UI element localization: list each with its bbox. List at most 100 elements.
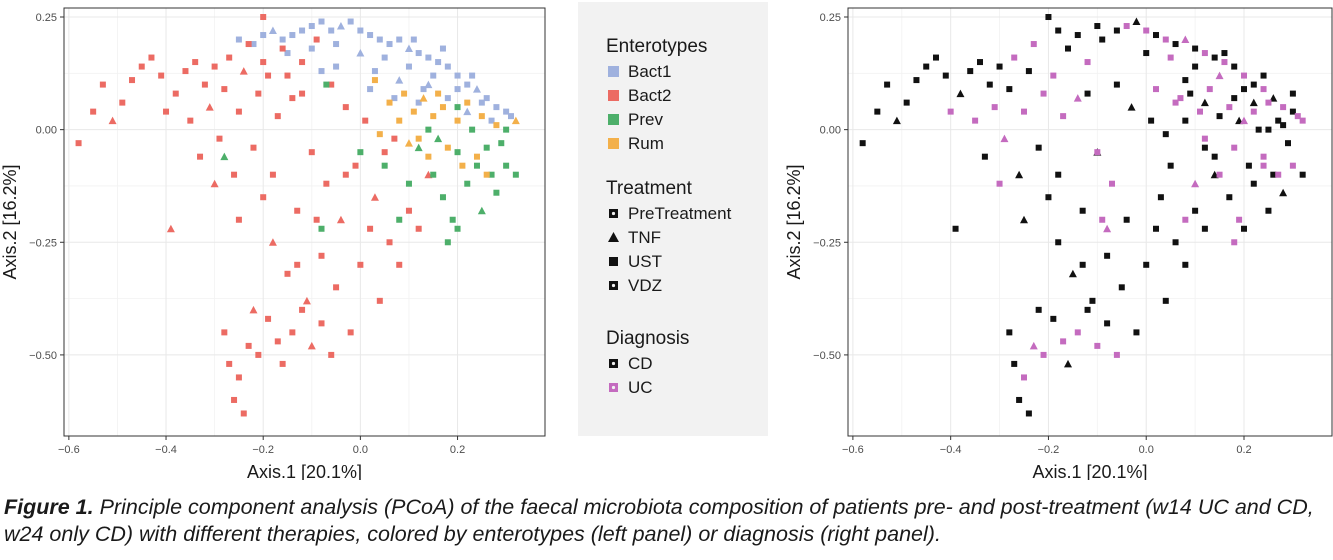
- y-tick-label: 0.00: [36, 125, 57, 137]
- data-point: [307, 341, 316, 350]
- data-point: [166, 224, 175, 233]
- data-point: [1143, 261, 1150, 268]
- scatter-panel-diagnosis: −0.6 −0.4 −0.2 0.0 0.2 0.25 0.00 −0.25 −0.50 Axis…: [780, 0, 1333, 482]
- data-point: [444, 95, 451, 102]
- data-point: [1260, 86, 1267, 93]
- data-point: [255, 351, 262, 358]
- data-point: [1201, 50, 1208, 57]
- data-point: [318, 225, 325, 232]
- data-point: [163, 108, 170, 115]
- data-point: [430, 113, 437, 120]
- data-point: [1226, 104, 1233, 111]
- data-point: [1060, 113, 1067, 120]
- data-point: [342, 171, 349, 178]
- data-point: [391, 95, 398, 102]
- data-point: [1006, 86, 1013, 93]
- legend-key-bact1: [608, 66, 619, 77]
- data-point: [396, 117, 403, 124]
- data-point: [231, 396, 238, 403]
- data-point: [328, 351, 335, 358]
- data-point: [1094, 342, 1101, 349]
- data-point: [1250, 81, 1257, 88]
- data-point: [1045, 14, 1052, 21]
- data-point: [454, 149, 461, 156]
- data-point: [488, 171, 495, 178]
- data-point: [1265, 126, 1272, 133]
- data-point: [333, 41, 340, 48]
- data-point: [1055, 27, 1062, 34]
- data-point: [415, 50, 422, 57]
- plot-frame: [847, 7, 1333, 437]
- data-point: [1289, 108, 1296, 115]
- data-point: [1089, 297, 1096, 304]
- data-point: [376, 131, 383, 138]
- x-tick-label: 0.2: [450, 444, 465, 456]
- data-point: [1050, 315, 1057, 322]
- data-point: [1275, 117, 1282, 124]
- data-point: [1201, 144, 1208, 151]
- data-point: [1065, 45, 1071, 52]
- data-point: [1192, 63, 1199, 70]
- data-point: [396, 216, 403, 223]
- legend-label: Prev: [628, 110, 663, 129]
- data-point: [439, 104, 446, 111]
- data-point: [1040, 351, 1047, 358]
- data-point: [362, 117, 369, 124]
- data-point: [90, 108, 97, 115]
- legend: Enterotypes Bact1 Bact2 Prev Rum Treatme…: [578, 2, 768, 436]
- data-point: [1104, 252, 1111, 259]
- data-point: [172, 90, 179, 97]
- data-point: [192, 59, 199, 66]
- data-point: [235, 108, 242, 115]
- data-point: [1162, 36, 1169, 43]
- data-point: [1172, 41, 1179, 48]
- data-point: [1200, 98, 1209, 107]
- data-point: [425, 54, 432, 61]
- data-point: [473, 162, 480, 169]
- data-point: [138, 63, 145, 70]
- data-point: [483, 171, 490, 178]
- data-point: [493, 189, 500, 196]
- data-point: [347, 18, 354, 25]
- data-point: [1216, 113, 1223, 120]
- data-point: [1113, 27, 1120, 34]
- data-point: [265, 315, 272, 322]
- x-tick-label: −0.2: [1038, 444, 1060, 456]
- data-point: [996, 180, 1003, 187]
- data-point: [493, 104, 500, 111]
- data-point: [284, 50, 291, 57]
- data-point: [75, 140, 82, 147]
- data-point: [284, 72, 291, 79]
- data-point: [1255, 126, 1262, 133]
- data-point: [1197, 108, 1203, 115]
- x-axis-label: Axis.1 [20.1%]: [247, 462, 362, 480]
- data-point: [1260, 153, 1267, 160]
- data-point: [1250, 108, 1257, 115]
- data-point: [1035, 144, 1042, 151]
- data-point: [289, 95, 296, 102]
- data-point: [1035, 306, 1042, 313]
- legend-label: CD: [628, 354, 653, 373]
- y-tick-label: −0.50: [29, 350, 57, 362]
- data-point: [245, 342, 252, 349]
- data-point: [405, 63, 412, 70]
- data-point: [415, 225, 422, 232]
- data-point: [933, 54, 939, 61]
- data-point: [226, 360, 233, 367]
- data-point: [478, 113, 485, 120]
- data-point: [376, 297, 383, 304]
- data-point: [211, 63, 218, 70]
- x-tick-label: −0.6: [58, 444, 80, 456]
- data-point: [381, 54, 388, 61]
- data-point: [1113, 351, 1120, 358]
- x-axis-label: Axis.1 [20.1%]: [1032, 462, 1147, 480]
- data-point: [396, 261, 403, 268]
- data-point: [1245, 162, 1252, 169]
- square-dotted-icon: [609, 359, 618, 368]
- data-point: [1299, 171, 1306, 178]
- data-point: [1084, 306, 1091, 313]
- legend-key-rum: [608, 138, 619, 149]
- data-point: [444, 144, 451, 151]
- data-point: [1182, 117, 1189, 124]
- legend-title-treatment: Treatment: [606, 178, 692, 199]
